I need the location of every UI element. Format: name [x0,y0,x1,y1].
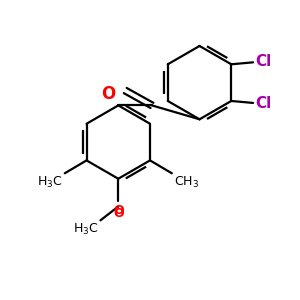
Text: Cl: Cl [255,54,271,69]
Text: O: O [113,205,124,218]
Text: O: O [113,208,124,220]
Text: H$_3$C: H$_3$C [37,175,63,190]
Text: Cl: Cl [255,96,271,111]
Text: CH$_3$: CH$_3$ [174,175,199,190]
Text: H$_3$C: H$_3$C [73,222,98,237]
Text: O: O [101,85,116,103]
